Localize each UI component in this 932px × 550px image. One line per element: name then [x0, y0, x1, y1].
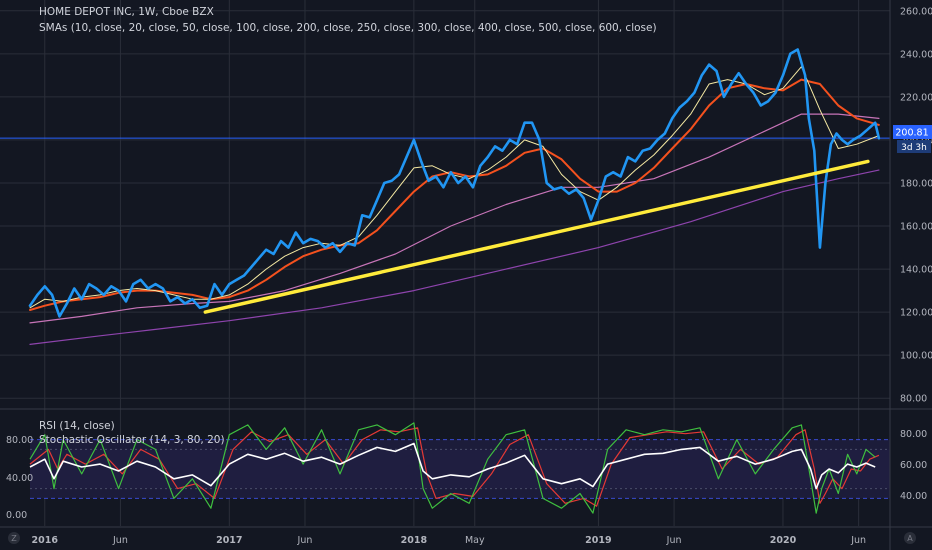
- x-tick-label: May: [465, 535, 485, 546]
- osc-right-tick-label: 40.00: [900, 491, 927, 502]
- sma-legend[interactable]: SMAs (10, close, 20, close, 50, close, 1…: [39, 22, 657, 34]
- y-tick-label: 180.00: [900, 178, 932, 189]
- y-tick-label: 80.00: [900, 394, 927, 405]
- auto-scale-icon[interactable]: [904, 532, 916, 544]
- x-tick-label: Jun: [112, 535, 128, 546]
- symbol-title[interactable]: HOME DEPOT INC, 1W, Cboe BZX: [39, 6, 214, 18]
- y-tick-label: 240.00: [900, 49, 932, 60]
- osc-left-tick-label: 80.00: [6, 435, 33, 446]
- bottom-right-icon[interactable]: A: [904, 532, 916, 544]
- x-tick-label: 2019: [585, 535, 611, 546]
- rsi-line[interactable]: [29, 442, 876, 490]
- rsi-legend[interactable]: RSI (14, close): [39, 420, 115, 432]
- price-series-group[interactable]: [0, 48, 890, 345]
- timezone-icon[interactable]: [8, 532, 20, 544]
- bottom-left-icon[interactable]: Z: [8, 532, 20, 544]
- price-line[interactable]: [28, 48, 881, 318]
- x-tick-label: Jun: [297, 535, 313, 546]
- countdown-badge-bg: [897, 140, 931, 153]
- price-badge-bg: [893, 125, 932, 139]
- y-tick-label: 140.00: [900, 265, 932, 276]
- osc-right-tick-label: 80.00: [900, 429, 927, 440]
- x-tick-label: 2016: [32, 535, 59, 546]
- y-tick-label: 160.00: [900, 222, 932, 233]
- x-tick-label: 2020: [770, 535, 797, 546]
- auto-scale-icon-letter: A: [907, 534, 913, 543]
- x-tick-label: Jun: [666, 535, 682, 546]
- y-tick-label: 100.00: [900, 351, 932, 362]
- price-badge: 200.81 3d 3h: [893, 125, 932, 153]
- last-price-label: 200.81: [895, 128, 928, 139]
- osc-left-tick-label: 0.00: [6, 510, 27, 521]
- y-tick-label: 220.00: [900, 92, 932, 103]
- stoch-d-line[interactable]: [29, 427, 880, 507]
- stochastic-legend[interactable]: Stochastic Oscillator (14, 3, 80, 20): [39, 434, 225, 446]
- sma100-line[interactable]: [29, 169, 880, 345]
- oscillator-series-group[interactable]: [29, 422, 880, 514]
- bar-countdown-label: 3d 3h: [901, 143, 927, 153]
- x-tick-label: 2018: [401, 535, 428, 546]
- osc-right-tick-label: 60.00: [900, 460, 927, 471]
- y-tick-label: 120.00: [900, 308, 932, 319]
- sma50-line[interactable]: [29, 113, 880, 324]
- timezone-icon-letter: Z: [11, 534, 17, 543]
- osc-left-tick-label: 40.00: [6, 473, 33, 484]
- x-tick-label: Jun: [850, 535, 866, 546]
- y-tick-label: 260.00: [900, 6, 932, 17]
- trendline-line[interactable]: [203, 159, 870, 314]
- stoch-k-line[interactable]: [29, 422, 876, 514]
- x-tick-label: 2017: [216, 535, 242, 546]
